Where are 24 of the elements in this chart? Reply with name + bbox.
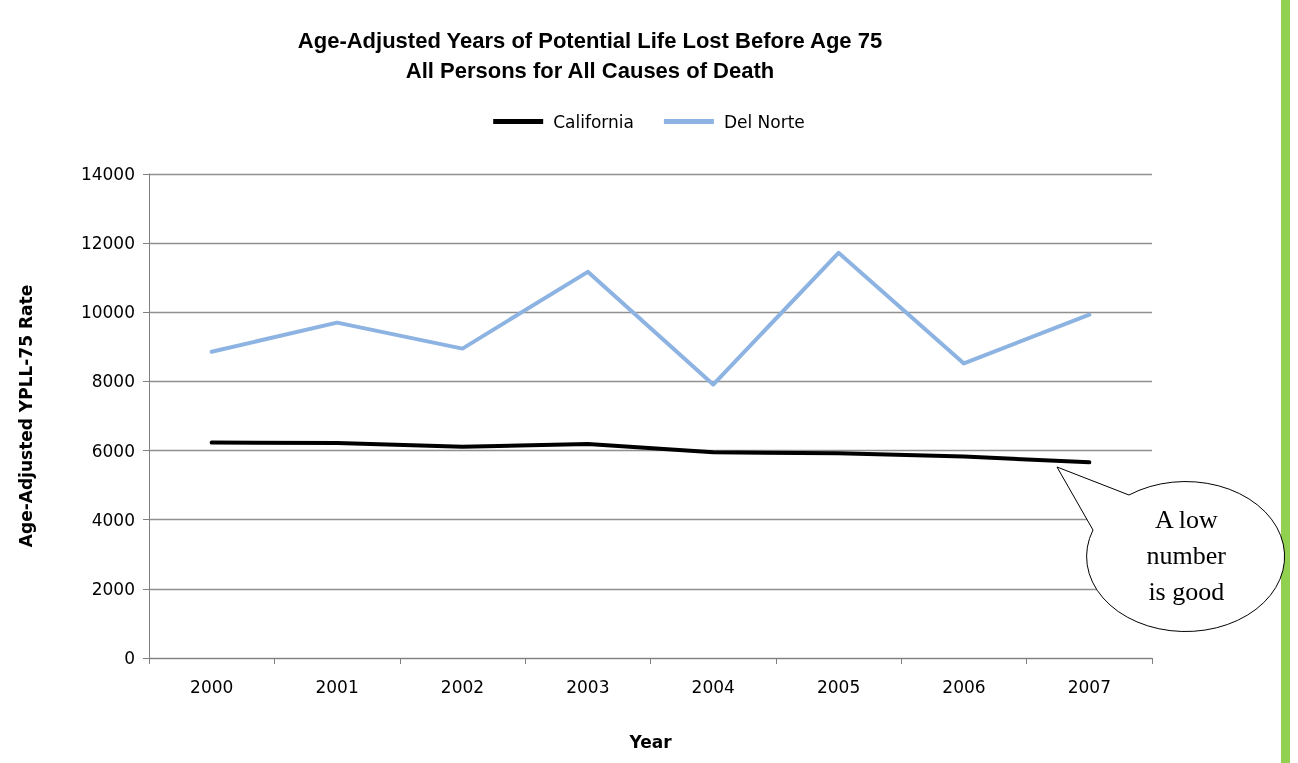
x-tick-label: 2002 xyxy=(440,676,485,697)
x-tick-label: 2001 xyxy=(315,676,359,697)
x-axis-title: Year xyxy=(628,731,673,752)
x-tick-label: 2004 xyxy=(691,676,735,697)
y-tick-label: 6000 xyxy=(91,440,135,461)
x-tick-label: 2005 xyxy=(816,676,861,697)
y-tick-label: 0 xyxy=(124,648,135,668)
x-tick-label: 2003 xyxy=(566,676,610,697)
line-series xyxy=(209,440,1092,465)
y-tick-label: 14000 xyxy=(80,164,135,184)
y-tick-label: 4000 xyxy=(91,509,135,530)
y-tick-label: 8000 xyxy=(91,371,135,392)
y-tick-label: 12000 xyxy=(80,233,135,254)
line-series xyxy=(209,250,1092,387)
chart-title: Age-Adjusted Years of Potential Life Lost Before Age 75 All Persons for All Causes of Death xyxy=(297,27,883,83)
y-tick-label: 2000 xyxy=(91,578,135,599)
annotation: A low number is good xyxy=(1145,504,1227,609)
legend-label: California xyxy=(553,111,634,132)
y-axis-title: Age-Adjusted YPLL-75 Rate xyxy=(15,284,36,548)
x-tick-label: 2006 xyxy=(942,676,986,697)
legend-label: Del Norte xyxy=(723,111,805,132)
x-tick-label: 2000 xyxy=(190,676,234,697)
x-tick-label: 2007 xyxy=(1067,676,1111,697)
y-tick-label: 10000 xyxy=(80,302,135,323)
